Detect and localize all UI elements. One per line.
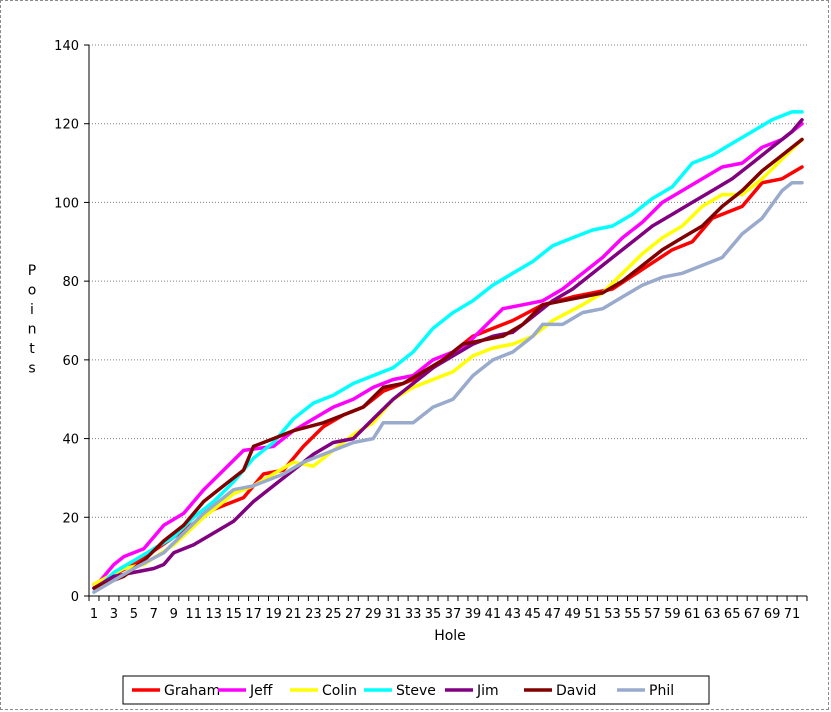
- gridlines: [89, 44, 807, 518]
- x-tick-label: 43: [505, 607, 522, 622]
- x-tick-label: 47: [544, 607, 561, 622]
- y-axis-title-char: i: [30, 302, 34, 318]
- x-tick-label: 35: [425, 607, 442, 622]
- x-tick-label: 59: [664, 607, 681, 622]
- x-tick-label: 33: [405, 607, 422, 622]
- x-tick-label: 13: [205, 607, 222, 622]
- x-tick-label: 67: [744, 607, 761, 622]
- x-tick-label: 29: [365, 607, 382, 622]
- x-tick-label: 5: [130, 607, 138, 622]
- y-tick-label: 120: [54, 118, 79, 133]
- x-tick-label: 41: [485, 607, 502, 622]
- x-tick-label: 53: [604, 607, 621, 622]
- legend-label-colin: Colin: [322, 683, 357, 699]
- x-tick-label: 37: [445, 607, 462, 622]
- x-tick-label: 7: [150, 607, 158, 622]
- y-tick-label: 40: [62, 433, 79, 448]
- x-tick-label: 11: [185, 607, 202, 622]
- x-tick-label: 9: [170, 607, 178, 622]
- x-tick-label: 27: [345, 607, 362, 622]
- x-tick-label: 61: [684, 607, 701, 622]
- x-tick-label: 45: [524, 607, 541, 622]
- x-tick-label: 25: [325, 607, 342, 622]
- x-tick-label: 21: [285, 607, 302, 622]
- x-tick-label: 1: [90, 607, 98, 622]
- series-line-david: [92, 137, 804, 590]
- legend-label-steve: Steve: [396, 683, 436, 699]
- x-tick-label: 55: [624, 607, 641, 622]
- x-axis: 1 3 5 7 9 11 13 15 17 19 21 23 25 27 29 31 33 35 37 39 41 43 4…: [88, 596, 808, 622]
- x-tick-label: 23: [305, 607, 322, 622]
- y-axis-title-char: t: [29, 341, 35, 357]
- x-axis-title: Hole: [434, 628, 466, 644]
- x-tick-label: 31: [385, 607, 402, 622]
- legend-label-jeff: Jeff: [249, 683, 273, 699]
- y-tick-label: 20: [62, 511, 79, 526]
- x-tick-label: 19: [265, 607, 282, 622]
- x-tick-label: 63: [704, 607, 721, 622]
- y-tick-label: 100: [54, 196, 79, 211]
- x-tick-label: 65: [724, 607, 741, 622]
- legend-label-david: David: [556, 683, 596, 699]
- series-line-colin: [92, 137, 804, 586]
- series-lines: [92, 110, 804, 594]
- y-tick-label: 0: [71, 590, 79, 605]
- y-axis-title-char: P: [28, 263, 36, 279]
- x-tick-label: 57: [644, 607, 661, 622]
- x-tick-label: 69: [764, 607, 781, 622]
- x-tick-label: 71: [784, 607, 801, 622]
- y-tick-label: 60: [62, 354, 79, 369]
- series-line-steve: [92, 110, 804, 594]
- y-axis-title-char: s: [28, 361, 35, 377]
- y-axis-title-char: n: [28, 322, 37, 338]
- x-tick-label: 3: [110, 607, 118, 622]
- legend-label-graham: Graham: [164, 683, 220, 699]
- x-tick-label: 17: [245, 607, 262, 622]
- legend-label-jim: Jim: [476, 683, 499, 699]
- series-line-phil: [92, 181, 804, 594]
- x-tick-label: 39: [465, 607, 482, 622]
- legend: Graham Jeff Colin Steve Jim David Phil: [122, 675, 710, 705]
- y-tick-label: 140: [54, 39, 79, 54]
- y-tick-label: 80: [62, 275, 79, 290]
- y-axis: 0 20 40 60 80 100 120 140: [54, 39, 89, 605]
- x-tick-label: 15: [225, 607, 242, 622]
- y-axis-title-char: o: [28, 283, 37, 299]
- x-tick-label: 49: [564, 607, 581, 622]
- legend-label-phil: Phil: [649, 683, 674, 699]
- x-tick-label: 51: [584, 607, 601, 622]
